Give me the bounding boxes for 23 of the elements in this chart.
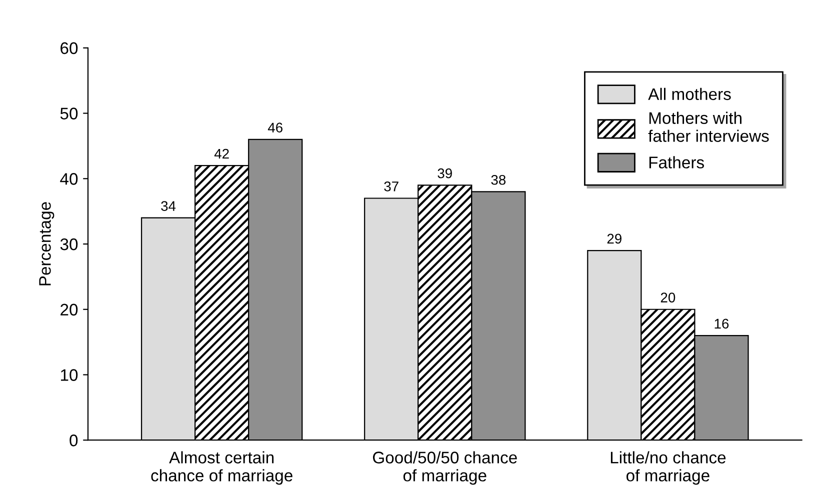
data-label: 42 bbox=[214, 148, 229, 159]
y-tick-label: 60 bbox=[60, 42, 78, 54]
x-tick-label: Little/no chance of marriage bbox=[610, 451, 726, 485]
x-tick-label: Good/50/50 chance of marriage bbox=[372, 451, 517, 485]
legend-label: Mothers with father interviews bbox=[648, 112, 769, 142]
y-tick-label: 10 bbox=[60, 369, 78, 381]
data-label: 29 bbox=[607, 234, 622, 244]
data-label: 16 bbox=[714, 318, 729, 329]
x-tick-label: Almost certain chance of marriage bbox=[151, 451, 292, 485]
y-tick-label: 50 bbox=[60, 108, 78, 120]
y-axis-title: Percentage bbox=[39, 202, 54, 286]
y-tick-label: 30 bbox=[60, 238, 78, 250]
data-label: 38 bbox=[491, 174, 506, 185]
data-label: 34 bbox=[161, 201, 176, 211]
data-label: 39 bbox=[438, 168, 452, 178]
legend-label: All mothers bbox=[648, 88, 731, 100]
legend-label: Fathers bbox=[649, 156, 704, 168]
data-label: 46 bbox=[268, 122, 282, 133]
data-label: 20 bbox=[660, 292, 676, 302]
y-tick-label: 40 bbox=[60, 173, 78, 185]
data-label: 37 bbox=[384, 182, 398, 192]
y-tick-label: 0 bbox=[70, 434, 78, 446]
y-tick-label: 20 bbox=[60, 304, 78, 316]
